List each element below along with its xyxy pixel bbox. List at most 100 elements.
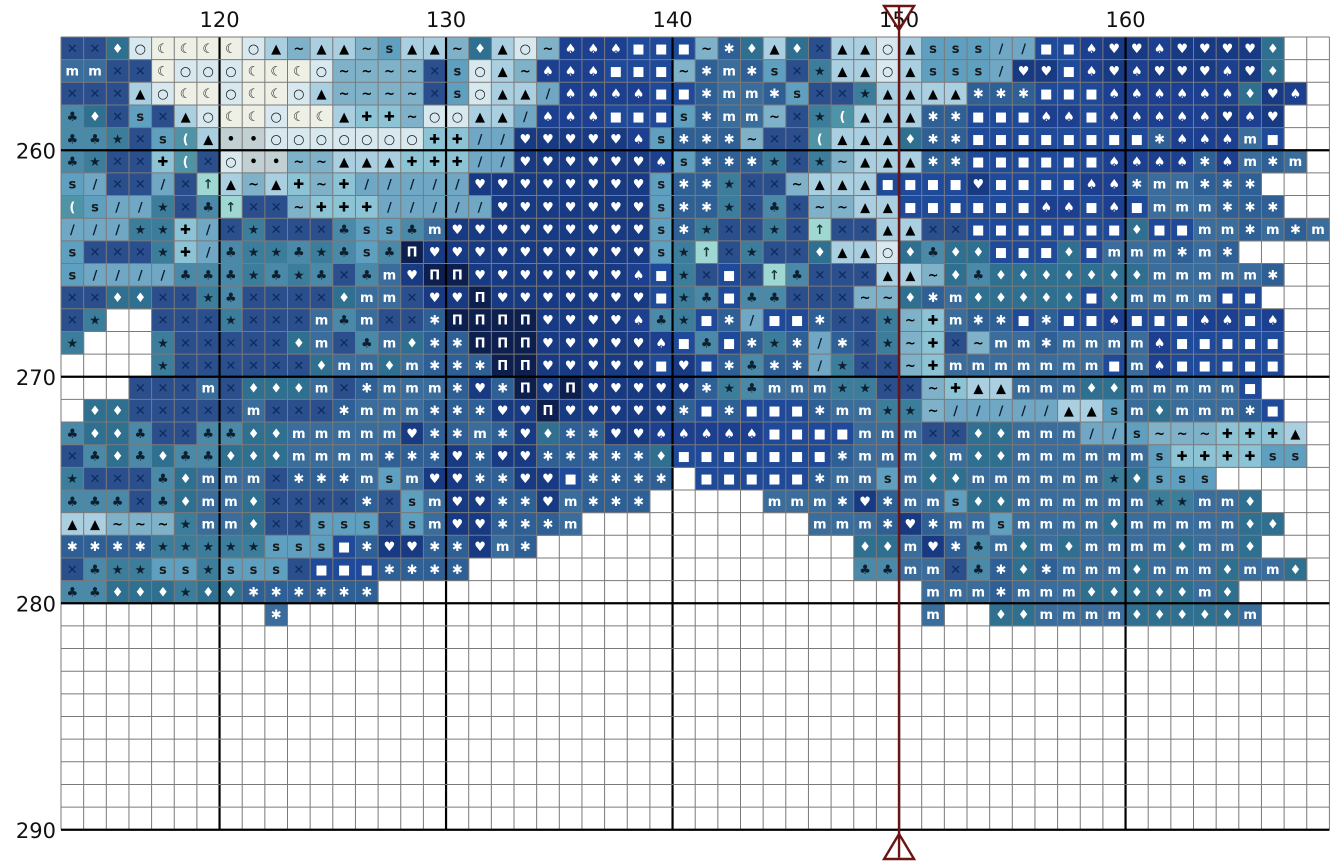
- svg-text:m: m: [428, 382, 442, 397]
- stitch-cell: ∕: [196, 240, 221, 264]
- center-marker[interactable]: [881, 4, 917, 861]
- stitch-cell: Π: [468, 331, 492, 355]
- svg-text:♦: ♦: [384, 359, 396, 374]
- svg-text:✕: ✕: [792, 246, 803, 261]
- stitch-cell: ✱: [581, 467, 606, 491]
- stitch-cell: m: [831, 467, 855, 491]
- stitch-cell: ↑: [763, 263, 787, 287]
- svg-text:m: m: [1198, 246, 1212, 261]
- stitch-cell: ✕: [196, 308, 221, 332]
- stitch-cell: ♥: [581, 399, 606, 423]
- stitch-cell: ■: [1261, 331, 1285, 355]
- svg-text:○: ○: [520, 42, 531, 57]
- stitch-cell: ▲: [196, 127, 221, 151]
- svg-text:m: m: [1221, 540, 1235, 555]
- stitch-cell: m: [355, 467, 379, 491]
- stitch-cell: ✕: [808, 82, 832, 106]
- stitch-cell: ♥: [1102, 59, 1127, 83]
- stitch-cell: ■: [967, 218, 991, 242]
- svg-text:✱: ✱: [746, 336, 757, 351]
- svg-text:✕: ✕: [860, 314, 871, 329]
- svg-text:♥: ♥: [587, 155, 599, 170]
- stitch-cell: m: [1012, 354, 1036, 378]
- svg-text:☾: ☾: [248, 87, 260, 102]
- svg-text:♥: ♥: [519, 223, 531, 238]
- stitch-cell: ♣: [219, 263, 243, 287]
- stitch-cell: ☾: [151, 37, 175, 61]
- stitch-cell: ♣: [83, 127, 107, 151]
- svg-text:♥: ♥: [1154, 64, 1166, 79]
- stitch-cell: ♥: [627, 354, 651, 378]
- svg-text:♥: ♥: [452, 450, 464, 465]
- stitch-cell: ♦: [106, 399, 130, 423]
- svg-text:∕: ∕: [206, 246, 211, 261]
- stitch-cell: ♥: [627, 331, 651, 355]
- stitch-cell: ■: [695, 308, 719, 332]
- stitch-cell: ♥: [627, 422, 651, 446]
- stitch-cell: ♦: [1034, 286, 1059, 310]
- svg-text:m: m: [994, 336, 1008, 351]
- svg-text:~: ~: [361, 42, 372, 57]
- stitch-cell: ■: [785, 399, 809, 423]
- svg-text:✱: ✱: [475, 359, 486, 374]
- stitch-cell: ~: [400, 59, 424, 83]
- stitch-cell: ♥: [536, 331, 560, 355]
- svg-text:m: m: [1130, 382, 1144, 397]
- stitch-cell: m: [423, 490, 447, 514]
- svg-text:✕: ✕: [157, 427, 168, 442]
- stitch-cell: ■: [967, 127, 991, 151]
- svg-text:~: ~: [339, 64, 350, 79]
- svg-text:s: s: [250, 563, 258, 578]
- stitch-cell: ♥: [604, 286, 628, 310]
- stitch-cell: ★: [1170, 490, 1194, 514]
- svg-text:♥: ♥: [474, 178, 486, 193]
- svg-text:✕: ✕: [746, 200, 757, 215]
- stitch-cell: m: [967, 467, 991, 491]
- svg-text:✕: ✕: [271, 336, 282, 351]
- stitch-cell: ■: [717, 467, 741, 491]
- svg-text:✕: ✕: [67, 563, 78, 578]
- stitch-cell: ✚: [332, 172, 356, 197]
- stitch-cell: ♥: [446, 218, 470, 242]
- svg-text:♦: ♦: [882, 540, 894, 555]
- svg-text:∕: ∕: [953, 404, 958, 419]
- svg-text:▲: ▲: [520, 87, 530, 102]
- stitch-cell: ✕: [899, 376, 923, 400]
- svg-text:✱: ✱: [769, 87, 780, 102]
- stitch-cell: ♥: [649, 399, 674, 423]
- svg-text:■: ■: [791, 314, 803, 329]
- svg-text:~: ~: [293, 200, 304, 215]
- marker-top-triangle-icon[interactable]: [881, 4, 917, 33]
- svg-text:✱: ✱: [316, 472, 327, 487]
- svg-text:✱: ✱: [678, 132, 689, 147]
- svg-text:♥: ♥: [452, 472, 464, 487]
- stitch-cell: ♦: [1034, 263, 1059, 287]
- stitch-cell: ✕: [196, 354, 221, 378]
- stitch-cell: m: [944, 354, 968, 378]
- svg-text:▲: ▲: [1064, 404, 1074, 419]
- svg-text:★: ★: [157, 223, 169, 238]
- svg-text:✱: ✱: [452, 427, 463, 442]
- svg-text:★: ★: [202, 291, 214, 306]
- stitch-cell: ○: [151, 82, 175, 106]
- svg-text:♣: ♣: [180, 268, 192, 283]
- svg-text:✱: ✱: [769, 359, 780, 374]
- svg-text:m: m: [1040, 517, 1054, 532]
- stitch-cell: m: [219, 490, 243, 514]
- stitch-cell: m: [1102, 535, 1127, 559]
- stitch-cell: ✕: [763, 240, 787, 264]
- stitch-cell: m: [1057, 467, 1081, 491]
- stitch-cell: Π: [491, 354, 515, 378]
- svg-text:♣: ♣: [791, 268, 803, 283]
- svg-text:m: m: [1062, 472, 1076, 487]
- stitch-cell: ✕: [740, 218, 764, 242]
- svg-text:m: m: [858, 517, 872, 532]
- marker-bottom-triangle-icon[interactable]: [881, 831, 917, 861]
- stitch-cell: ✚: [310, 195, 334, 219]
- svg-text:m: m: [1017, 382, 1031, 397]
- svg-text:♥: ♥: [587, 132, 599, 147]
- stitch-cell: ○: [468, 59, 492, 83]
- stitch-cell: ✱: [1034, 557, 1059, 582]
- svg-text:♠: ♠: [633, 132, 645, 147]
- svg-text:m: m: [1085, 517, 1099, 532]
